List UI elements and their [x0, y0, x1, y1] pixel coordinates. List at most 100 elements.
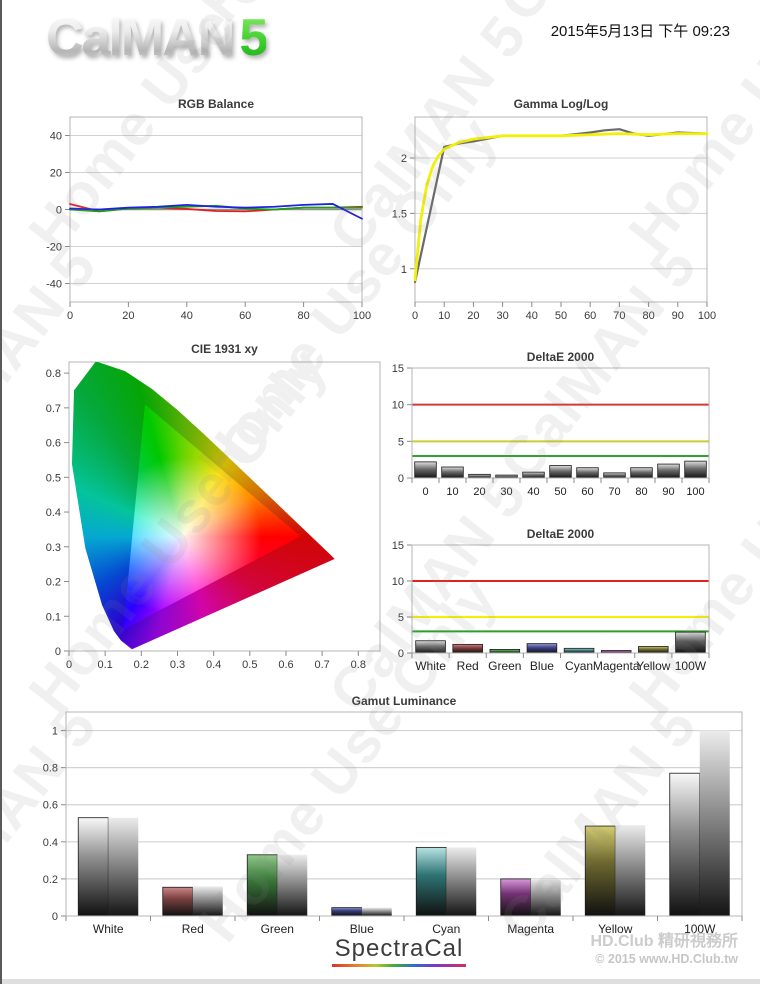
plot-svg: 0 5 10 15 White Red Green Blue Cyan MagentaYellow…: [392, 540, 710, 673]
svg-text:20: 20: [50, 168, 62, 180]
svg-text:0.5: 0.5: [242, 659, 257, 671]
report-header: CalMAN 5 2015年5月13日 下午 09:23: [2, 0, 760, 90]
svg-text:10: 10: [438, 310, 450, 322]
spectracal-logo: SpectraCal: [332, 935, 466, 967]
svg-text:0.2: 0.2: [43, 874, 58, 886]
svg-text:0: 0: [67, 310, 73, 322]
cie-title: CIE 1931 xy: [191, 342, 258, 356]
svg-text:2: 2: [401, 153, 407, 165]
calman-logo: CalMAN 5: [46, 8, 268, 68]
svg-text:10: 10: [446, 486, 458, 498]
deltae-gamut-chart: DeltaE 2000 0 5 10 15 White Red Green Blue Cyan M…: [387, 527, 727, 673]
svg-text:80: 80: [297, 310, 309, 322]
hdclub-credit-line2: © 2015 www.HD.Club.tw: [595, 952, 738, 966]
hdclub-credit: HD.Club 精研視務所 © 2015 www.HD.Club.tw: [590, 932, 738, 968]
svg-text:70: 70: [613, 310, 625, 322]
svg-text:20: 20: [467, 310, 479, 322]
svg-text:Magenta: Magenta: [593, 659, 640, 673]
svg-text:0: 0: [422, 486, 428, 498]
svg-text:100: 100: [698, 310, 716, 322]
svg-text:30: 30: [496, 310, 508, 322]
svg-text:-40: -40: [46, 279, 62, 291]
svg-text:80: 80: [642, 310, 654, 322]
svg-text:1: 1: [52, 726, 58, 738]
gamma-title: Gamma Log/Log: [513, 97, 609, 111]
svg-text:0.7: 0.7: [314, 659, 329, 671]
svg-text:0.2: 0.2: [46, 577, 61, 589]
plot-svg: 0 5 10 15 0 10 20 30 40 50 60 70 80 90 100: [392, 363, 710, 498]
svg-text:0: 0: [398, 648, 404, 660]
cie-1931-chart: CIE 1931 xy 0 0.1 0.2 0.3 0.4 0.5 0.6 0.7 0.8 0 0.…: [38, 342, 388, 680]
svg-text:50: 50: [554, 486, 566, 498]
svg-text:0.5: 0.5: [46, 472, 61, 484]
svg-text:60: 60: [239, 310, 251, 322]
svg-text:Cyan: Cyan: [432, 922, 460, 936]
deltae-gamut-plot: 0 5 10 15 White Red Green Blue Cyan Magenta Yellow…: [387, 527, 727, 673]
svg-text:0.4: 0.4: [43, 837, 58, 849]
deltae-grayscale-chart: DeltaE 2000 0 5 10 15 0 10 20 30 40 50 60 70 80 90 100: [387, 350, 727, 498]
svg-text:60: 60: [581, 486, 593, 498]
svg-text:-20: -20: [46, 242, 62, 254]
svg-text:90: 90: [672, 310, 684, 322]
svg-text:60: 60: [584, 310, 596, 322]
svg-text:White: White: [415, 659, 446, 673]
svg-text:0.3: 0.3: [46, 542, 61, 554]
svg-text:100: 100: [686, 486, 704, 498]
plot-svg: 11.520 10 20 30 40 50 60 70 80 90 100: [392, 116, 716, 322]
svg-text:0: 0: [56, 205, 62, 217]
svg-text:Red: Red: [457, 659, 479, 673]
calman-logo-text: CalMAN: [46, 9, 235, 67]
svg-text:20: 20: [473, 486, 485, 498]
svg-text:0: 0: [66, 659, 72, 671]
calman-logo-number: 5: [239, 9, 268, 67]
svg-text:0.4: 0.4: [206, 659, 221, 671]
gamma-chart: Gamma Log/Log 1 1.5 2 0 10 20 30 40 50 60 70 80 90 10…: [387, 97, 722, 329]
page-bottom-strip: [2, 979, 760, 984]
svg-text:10: 10: [392, 576, 404, 588]
svg-text:0.6: 0.6: [278, 659, 293, 671]
svg-text:0: 0: [398, 473, 404, 485]
rgb-balance-title: RGB Balance: [177, 97, 255, 111]
svg-text:0.2: 0.2: [134, 659, 149, 671]
svg-text:5: 5: [398, 436, 404, 448]
svg-text:15: 15: [392, 540, 404, 552]
gamma-plot: 1 1.5 2 0 10 20 30 40 50 60 70 80 90 100: [387, 97, 722, 329]
svg-text:0.3: 0.3: [170, 659, 185, 671]
plot-svg: 0 0.2 0.4 0.6 0.8 1 White Red Green Blue Cyan Magen…: [43, 711, 743, 936]
gamut-luminance-plot: 0 0.2 0.4 0.6 0.8 1 White Red Green Blue Cyan Magen…: [38, 694, 754, 938]
svg-text:Yellow: Yellow: [636, 659, 671, 673]
report-footer: SpectraCal HD.Club 精研視務所 © 2015 www.HD.C…: [2, 930, 760, 980]
gamut-luminance-title: Gamut Luminance: [351, 694, 457, 708]
svg-text:0.6: 0.6: [43, 800, 58, 812]
svg-text:0.6: 0.6: [46, 438, 61, 450]
svg-text:40: 40: [526, 310, 538, 322]
svg-text:White: White: [93, 922, 124, 936]
svg-text:0: 0: [55, 646, 61, 658]
svg-text:0.7: 0.7: [46, 403, 61, 415]
svg-text:1: 1: [401, 264, 407, 276]
svg-text:70: 70: [608, 486, 620, 498]
svg-text:30: 30: [500, 486, 512, 498]
svg-text:Magenta: Magenta: [507, 922, 554, 936]
spectracal-logo-text: SpectraCal: [334, 935, 464, 962]
hdclub-credit-line1: HD.Club 精研視務所: [590, 933, 738, 950]
svg-text:Green: Green: [488, 659, 521, 673]
svg-text:100W: 100W: [675, 659, 707, 673]
svg-text:1.5: 1.5: [392, 208, 407, 220]
svg-text:15: 15: [392, 363, 404, 375]
svg-text:0.8: 0.8: [46, 368, 61, 380]
svg-text:90: 90: [662, 486, 674, 498]
cie-horseshoe: [69, 362, 380, 651]
svg-text:Red: Red: [182, 922, 204, 936]
svg-text:0.1: 0.1: [46, 611, 61, 623]
svg-text:Yellow: Yellow: [598, 922, 633, 936]
svg-text:0: 0: [52, 911, 58, 923]
svg-text:5: 5: [398, 612, 404, 624]
deltae-grayscale-plot: 0 5 10 15 0 10 20 30 40 50 60 70 80 90 100: [387, 350, 727, 498]
svg-text:0.8: 0.8: [43, 763, 58, 775]
svg-text:50: 50: [555, 310, 567, 322]
svg-text:100: 100: [353, 310, 371, 322]
spectracal-rainbow-underline: [332, 964, 466, 967]
deltae-gamut-title: DeltaE 2000: [526, 527, 595, 541]
